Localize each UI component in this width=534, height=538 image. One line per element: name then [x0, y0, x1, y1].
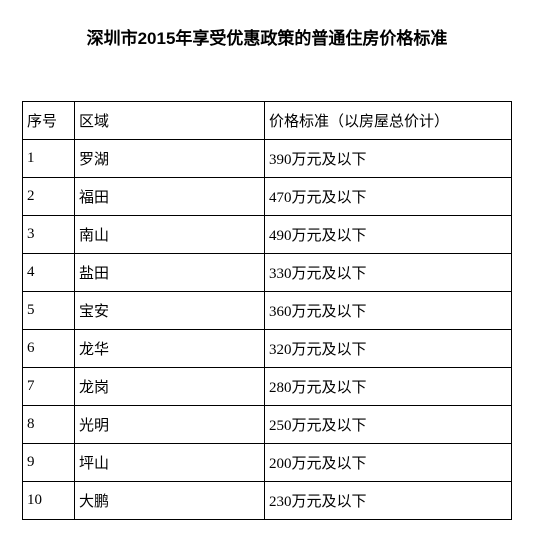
table-cell: 1 — [23, 140, 75, 178]
table-cell: 250万元及以下 — [265, 406, 512, 444]
table-cell: 6 — [23, 330, 75, 368]
table-cell: 470万元及以下 — [265, 178, 512, 216]
col-header-index: 序号 — [23, 102, 75, 140]
table-row: 8光明250万元及以下 — [23, 406, 512, 444]
table-row: 7龙岗280万元及以下 — [23, 368, 512, 406]
table-row: 10大鹏230万元及以下 — [23, 482, 512, 520]
col-header-region: 区域 — [75, 102, 265, 140]
table-cell: 330万元及以下 — [265, 254, 512, 292]
table-cell: 9 — [23, 444, 75, 482]
table-cell: 320万元及以下 — [265, 330, 512, 368]
table-cell: 罗湖 — [75, 140, 265, 178]
table-cell: 光明 — [75, 406, 265, 444]
table-cell: 10 — [23, 482, 75, 520]
page-title: 深圳市2015年享受优惠政策的普通住房价格标准 — [22, 24, 512, 49]
table-cell: 5 — [23, 292, 75, 330]
table-cell: 龙岗 — [75, 368, 265, 406]
table-cell: 3 — [23, 216, 75, 254]
table-header-row: 序号 区域 价格标准（以房屋总价计） — [23, 102, 512, 140]
table-cell: 200万元及以下 — [265, 444, 512, 482]
table-row: 1罗湖390万元及以下 — [23, 140, 512, 178]
table-cell: 490万元及以下 — [265, 216, 512, 254]
table-cell: 大鹏 — [75, 482, 265, 520]
table-cell: 230万元及以下 — [265, 482, 512, 520]
table-cell: 南山 — [75, 216, 265, 254]
price-standard-table: 序号 区域 价格标准（以房屋总价计） 1罗湖390万元及以下2福田470万元及以… — [22, 101, 512, 520]
table-cell: 8 — [23, 406, 75, 444]
table-cell: 龙华 — [75, 330, 265, 368]
table-cell: 390万元及以下 — [265, 140, 512, 178]
table-cell: 盐田 — [75, 254, 265, 292]
col-header-price: 价格标准（以房屋总价计） — [265, 102, 512, 140]
table-row: 3南山490万元及以下 — [23, 216, 512, 254]
table-row: 9坪山200万元及以下 — [23, 444, 512, 482]
table-row: 2福田470万元及以下 — [23, 178, 512, 216]
table-cell: 2 — [23, 178, 75, 216]
table-row: 4盐田330万元及以下 — [23, 254, 512, 292]
table-row: 6龙华320万元及以下 — [23, 330, 512, 368]
table-cell: 坪山 — [75, 444, 265, 482]
table-cell: 宝安 — [75, 292, 265, 330]
table-cell: 7 — [23, 368, 75, 406]
table-cell: 280万元及以下 — [265, 368, 512, 406]
table-row: 5宝安360万元及以下 — [23, 292, 512, 330]
table-cell: 360万元及以下 — [265, 292, 512, 330]
table-cell: 福田 — [75, 178, 265, 216]
table-cell: 4 — [23, 254, 75, 292]
